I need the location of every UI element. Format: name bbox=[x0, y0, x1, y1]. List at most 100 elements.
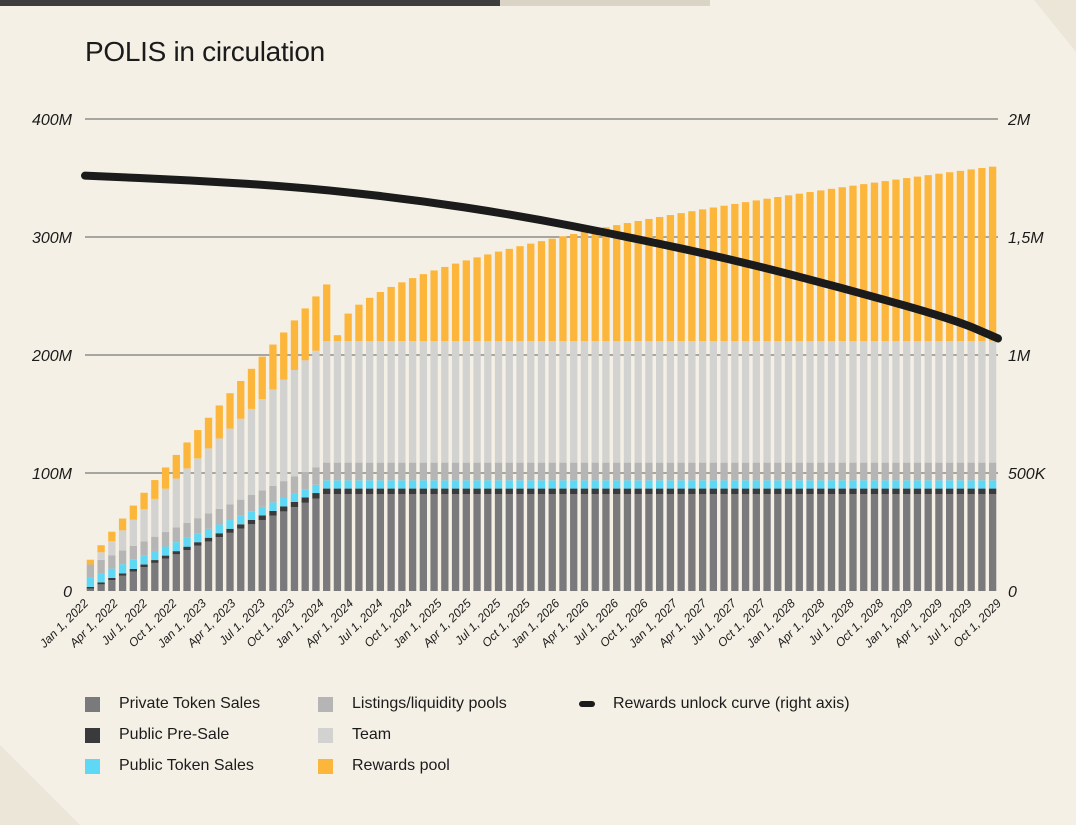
bar-segment bbox=[129, 505, 137, 520]
bar-segment bbox=[623, 341, 632, 463]
chart-plot: 0 100M 200M 300M 400M 0 500K 1M 1,5M 2M Jan 1, 2… bbox=[31, 112, 1047, 651]
bar-segment bbox=[151, 498, 159, 537]
bar-segment bbox=[634, 494, 642, 591]
bar-segment bbox=[237, 528, 245, 591]
bar-segment bbox=[301, 489, 309, 498]
bar-segment bbox=[419, 488, 427, 495]
bar-segment bbox=[516, 462, 524, 481]
bar-segment bbox=[237, 524, 245, 529]
legend-item-team: Team bbox=[318, 724, 391, 746]
bar-segment bbox=[774, 494, 782, 591]
bar-segment bbox=[623, 480, 632, 489]
bar-segment bbox=[151, 536, 159, 551]
bar-segment bbox=[441, 494, 449, 591]
bar-segment bbox=[344, 494, 352, 591]
bar-segment bbox=[365, 480, 374, 489]
bar-segment bbox=[634, 488, 642, 495]
bar-segment bbox=[183, 522, 191, 538]
bar-segment bbox=[161, 555, 170, 559]
bar-segment bbox=[548, 488, 556, 495]
bar-segment bbox=[161, 467, 170, 489]
bar-segment bbox=[580, 488, 589, 495]
bar-segment bbox=[462, 260, 470, 342]
bar-segment bbox=[613, 341, 621, 463]
bar-segment bbox=[634, 341, 642, 463]
bar-segment bbox=[860, 184, 868, 342]
bar-segment bbox=[441, 266, 449, 342]
bar-segment bbox=[441, 462, 449, 481]
bar-segment bbox=[86, 588, 95, 591]
bar-segment bbox=[408, 494, 417, 591]
bar-segment bbox=[903, 494, 911, 591]
bar-segment bbox=[290, 507, 299, 591]
bar-segment bbox=[333, 488, 342, 495]
bar-segment bbox=[140, 492, 148, 510]
bar-segment bbox=[226, 520, 234, 529]
bar-segment bbox=[419, 462, 427, 481]
bar-segment bbox=[172, 551, 180, 555]
bar-segment bbox=[194, 545, 202, 591]
bar-segment bbox=[849, 185, 857, 342]
bar-segment bbox=[860, 341, 868, 463]
bar-segment bbox=[118, 550, 127, 565]
bar-segment bbox=[194, 430, 202, 459]
legend-line-swatch bbox=[579, 701, 595, 707]
bar-segment bbox=[97, 582, 105, 585]
bar-segment bbox=[978, 341, 986, 463]
bar-segment bbox=[290, 501, 299, 508]
bar-segment bbox=[634, 462, 642, 481]
bar-segment bbox=[935, 173, 943, 342]
bar-segment bbox=[537, 462, 546, 481]
bar-segment bbox=[913, 341, 922, 463]
bar-segment bbox=[580, 494, 589, 591]
bar-segment bbox=[140, 564, 148, 568]
bar-segment bbox=[473, 480, 481, 489]
bar-segment bbox=[645, 480, 653, 489]
bar-segment bbox=[108, 531, 116, 542]
bar-segment bbox=[215, 524, 223, 534]
bar-segment bbox=[527, 341, 535, 463]
bar-segment bbox=[537, 241, 546, 342]
bar-segment bbox=[355, 494, 363, 591]
right-axis-tick-label: 1,5M bbox=[1008, 230, 1044, 247]
corner-decoration-top-right bbox=[1034, 0, 1076, 52]
bar-segment bbox=[161, 558, 170, 591]
bar-segment bbox=[204, 513, 213, 529]
corner-decoration-bottom-left bbox=[0, 745, 80, 825]
bar-segment bbox=[720, 488, 728, 495]
bar-segment bbox=[656, 462, 664, 481]
legend-item-rewards-pool: Rewards pool bbox=[318, 755, 450, 777]
bar-segment bbox=[484, 480, 492, 489]
bar-segment bbox=[344, 341, 352, 463]
bar-segment bbox=[183, 442, 191, 469]
right-axis-ticks: 0 500K 1M 1,5M 2M bbox=[1007, 112, 1047, 601]
bar-segment bbox=[784, 195, 793, 342]
bar-segment bbox=[398, 480, 406, 489]
bar-segment bbox=[312, 498, 320, 591]
bar-segment bbox=[988, 494, 997, 591]
bar-segment bbox=[365, 494, 374, 591]
bar-segment bbox=[333, 494, 342, 591]
bar-segment bbox=[548, 341, 556, 463]
bar-segment bbox=[451, 494, 460, 591]
bar-segment bbox=[956, 170, 965, 342]
chart-title: POLIS in circulation bbox=[85, 36, 325, 67]
bar-segment bbox=[935, 341, 943, 463]
bar-segment bbox=[903, 178, 911, 342]
bar-segment bbox=[570, 462, 578, 481]
bar-segment bbox=[978, 462, 986, 481]
bar-segment bbox=[527, 462, 535, 481]
bar-segment bbox=[623, 488, 632, 495]
bar-segment bbox=[763, 494, 771, 591]
bar-segment bbox=[731, 462, 739, 481]
bar-segment bbox=[505, 480, 513, 489]
bar-segment bbox=[118, 573, 127, 576]
bar-segment bbox=[892, 341, 900, 463]
bar-segment bbox=[591, 494, 599, 591]
bar-segment bbox=[860, 462, 868, 481]
bar-segment bbox=[570, 494, 578, 591]
bar-segment bbox=[677, 488, 685, 495]
bar-segment bbox=[602, 488, 610, 495]
bar-segment bbox=[161, 532, 170, 547]
